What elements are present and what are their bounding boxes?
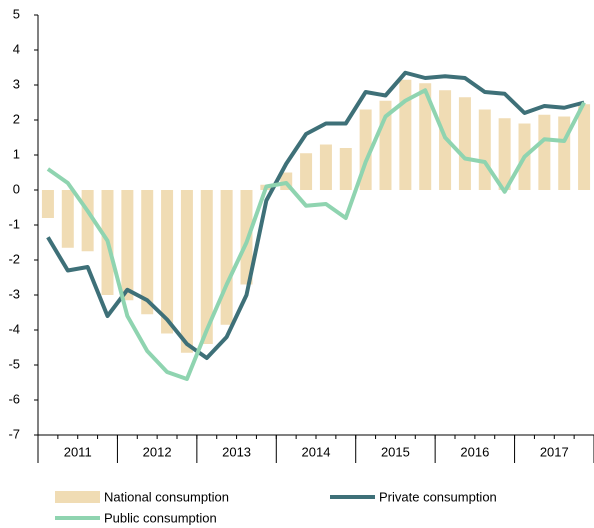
line xyxy=(46,88,586,381)
bar xyxy=(578,104,591,190)
bar xyxy=(458,97,471,190)
y-tick-label: -1 xyxy=(8,216,20,231)
bar xyxy=(538,114,551,190)
bar xyxy=(180,190,193,353)
bar xyxy=(339,148,352,190)
legend-label: Private consumption xyxy=(379,489,497,504)
bar xyxy=(61,190,74,248)
bar xyxy=(399,79,412,190)
legend-swatch xyxy=(55,491,100,503)
bar xyxy=(41,190,54,218)
y-tick-label: 5 xyxy=(13,6,20,21)
bar xyxy=(161,190,174,334)
bar xyxy=(141,190,154,315)
x-tick-label: 2011 xyxy=(64,444,92,459)
legend-label: National consumption xyxy=(104,489,229,504)
y-tick-label: -4 xyxy=(8,321,20,336)
bar xyxy=(200,190,213,344)
x-tick-label: 2016 xyxy=(460,444,489,459)
y-tick-label: 0 xyxy=(13,181,20,196)
bar xyxy=(419,83,432,190)
bar xyxy=(558,116,571,190)
bar xyxy=(220,190,233,325)
y-tick-label: -7 xyxy=(8,426,20,441)
y-tick-label: -6 xyxy=(8,391,20,406)
y-tick-label: -3 xyxy=(8,286,20,301)
y-tick-label: 4 xyxy=(13,41,20,56)
y-tick-label: -5 xyxy=(8,356,20,371)
line xyxy=(46,70,585,360)
x-tick-label: 2013 xyxy=(222,444,251,459)
bar xyxy=(478,109,491,190)
legend-label: Public consumption xyxy=(104,510,217,525)
x-tick-label: 2017 xyxy=(540,444,569,459)
y-tick-label: 2 xyxy=(13,111,20,126)
y-tick-label: 1 xyxy=(13,146,20,161)
x-tick-label: 2012 xyxy=(143,444,172,459)
x-tick-label: 2014 xyxy=(302,444,331,459)
bar xyxy=(319,144,332,190)
bar xyxy=(498,118,511,190)
x-tick-label: 2015 xyxy=(381,444,410,459)
y-tick-label: 3 xyxy=(13,76,20,91)
y-tick-label: -2 xyxy=(8,251,20,266)
bar xyxy=(300,153,313,190)
bar xyxy=(121,190,134,301)
